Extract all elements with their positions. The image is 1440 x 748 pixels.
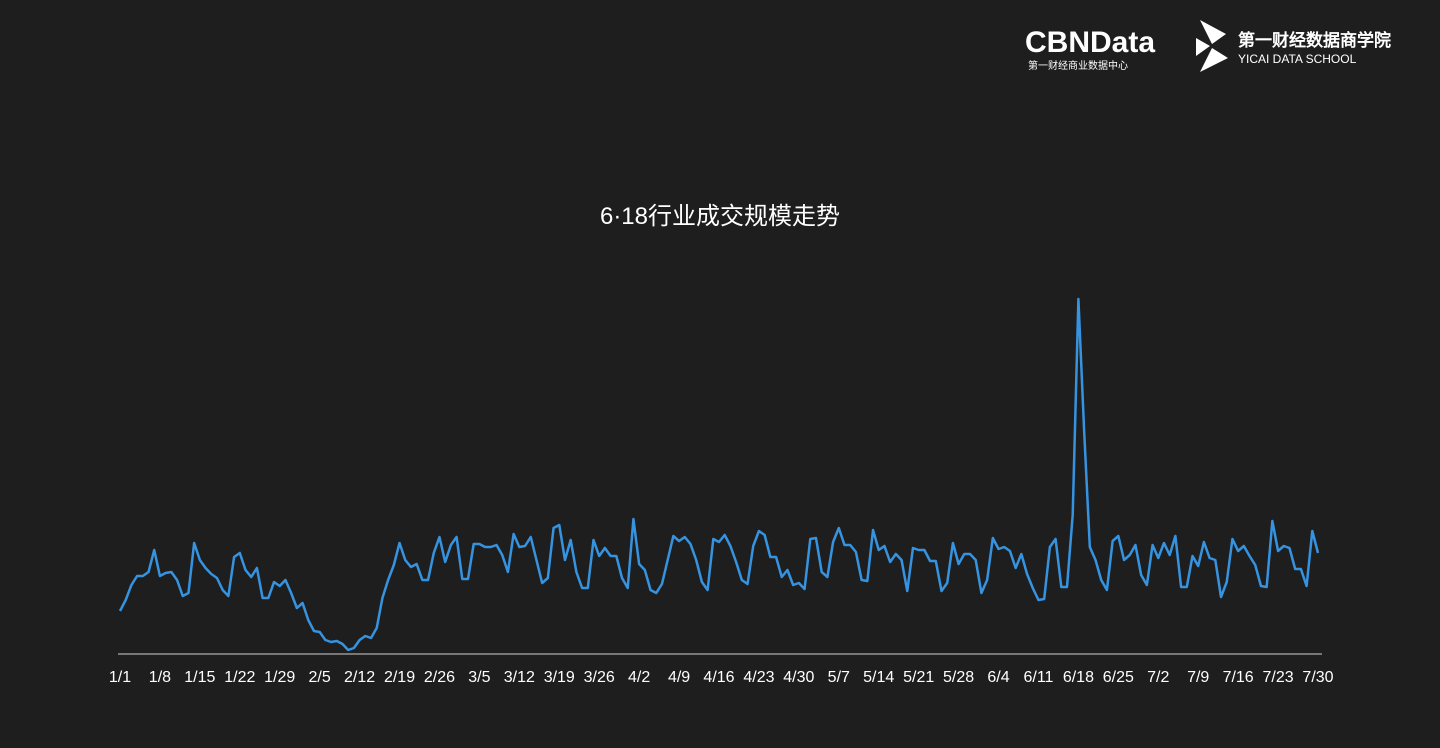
x-tick-label: 5/21 xyxy=(903,669,934,686)
school-name-en: YICAI DATA SCHOOL xyxy=(1238,52,1357,66)
x-tick-label: 7/30 xyxy=(1302,669,1333,686)
x-tick-label: 7/16 xyxy=(1223,669,1254,686)
school-name: 第一财经数据商学院 xyxy=(1238,30,1391,50)
x-tick-label: 3/19 xyxy=(544,669,575,686)
x-tick-label: 3/12 xyxy=(504,669,535,686)
x-tick-label: 3/5 xyxy=(468,669,490,686)
x-tick-label: 4/9 xyxy=(668,669,690,686)
line-series xyxy=(118,297,1320,652)
x-tick-label: 6/4 xyxy=(987,669,1009,686)
x-tick-label: 5/28 xyxy=(943,669,974,686)
x-tick-label: 1/8 xyxy=(149,669,171,686)
x-tick-label: 4/23 xyxy=(743,669,774,686)
x-tick-label: 7/9 xyxy=(1187,669,1209,686)
x-tick-label: 2/19 xyxy=(384,669,415,686)
brand-subtitle: 第一财经商业数据中心 xyxy=(1028,59,1128,72)
x-tick-label: 5/7 xyxy=(828,669,850,686)
x-tick-label: 4/16 xyxy=(703,669,734,686)
brand-logo: CBNData xyxy=(1025,26,1155,59)
x-tick-label: 6/25 xyxy=(1103,669,1134,686)
x-tick-label: 6/11 xyxy=(1023,669,1053,686)
school-icon xyxy=(1196,20,1228,72)
x-tick-label: 7/2 xyxy=(1147,669,1169,686)
x-tick-label: 1/1 xyxy=(109,669,131,686)
x-tick-label: 1/22 xyxy=(224,669,255,686)
x-tick-label: 4/30 xyxy=(783,669,814,686)
x-tick-label: 1/29 xyxy=(264,669,295,686)
x-tick-label: 2/12 xyxy=(344,669,375,686)
x-tick-label: 2/26 xyxy=(424,669,455,686)
x-tick-label: 7/23 xyxy=(1262,669,1293,686)
x-tick-label: 4/2 xyxy=(628,669,650,686)
chart-title: 6·18行业成交规模走势 xyxy=(600,203,840,230)
x-tick-label: 1/15 xyxy=(184,669,215,686)
x-tick-label: 2/5 xyxy=(309,669,331,686)
x-tick-label: 3/26 xyxy=(584,669,615,686)
x-tick-label: 6/18 xyxy=(1063,669,1094,686)
x-tick-label: 5/14 xyxy=(863,669,894,686)
